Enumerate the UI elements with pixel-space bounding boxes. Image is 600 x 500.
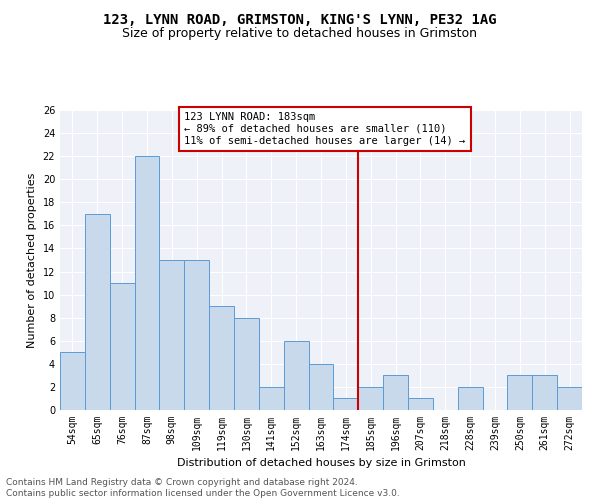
Text: 123 LYNN ROAD: 183sqm
← 89% of detached houses are smaller (110)
11% of semi-det: 123 LYNN ROAD: 183sqm ← 89% of detached … [184, 112, 466, 146]
Bar [508, 376, 532, 410]
X-axis label: Distribution of detached houses by size in Grimston: Distribution of detached houses by size … [176, 458, 466, 468]
Bar [134, 156, 160, 410]
Bar [408, 398, 433, 410]
Bar [110, 283, 134, 410]
Bar [259, 387, 284, 410]
Bar [334, 398, 358, 410]
Bar [383, 376, 408, 410]
Bar [60, 352, 85, 410]
Bar [458, 387, 482, 410]
Text: 123, LYNN ROAD, GRIMSTON, KING'S LYNN, PE32 1AG: 123, LYNN ROAD, GRIMSTON, KING'S LYNN, P… [103, 12, 497, 26]
Bar [284, 341, 308, 410]
Bar [308, 364, 334, 410]
Bar [209, 306, 234, 410]
Bar [85, 214, 110, 410]
Y-axis label: Number of detached properties: Number of detached properties [27, 172, 37, 348]
Bar [532, 376, 557, 410]
Bar [160, 260, 184, 410]
Text: Size of property relative to detached houses in Grimston: Size of property relative to detached ho… [122, 28, 478, 40]
Bar [184, 260, 209, 410]
Bar [358, 387, 383, 410]
Bar [557, 387, 582, 410]
Text: Contains HM Land Registry data © Crown copyright and database right 2024.
Contai: Contains HM Land Registry data © Crown c… [6, 478, 400, 498]
Bar [234, 318, 259, 410]
